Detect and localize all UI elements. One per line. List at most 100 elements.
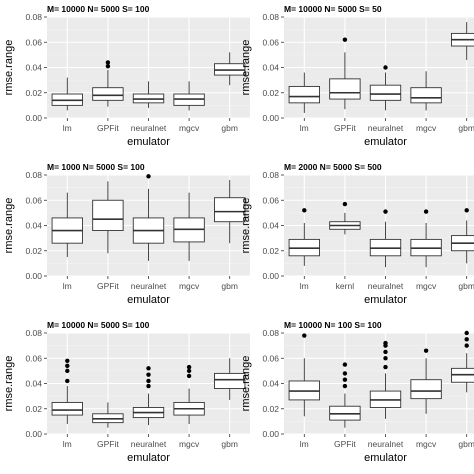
y-tick-label: 0.00 [262,271,279,281]
x-tick-label: gbm [221,281,238,291]
x-tick-label: lm [300,123,309,133]
box-kernl [329,201,361,235]
box-lm [51,77,83,111]
box-neuralnet [369,340,402,419]
box-iqr [369,84,402,101]
box-iqr [288,85,320,104]
box-gpfit [92,60,124,107]
y-axis-label: rmse.range [240,198,252,254]
x-tick-label: lm [300,281,309,291]
y-tick-label: 0.00 [25,429,42,439]
box-lm [288,72,320,113]
box-iqr [410,87,442,104]
x-tick-label: gbm [458,281,474,291]
y-tick-label: 0.00 [262,113,279,123]
x-tick-label: GPFit [97,281,119,291]
outlier-point [302,333,307,338]
y-tick-label: 0.08 [25,328,42,338]
box-neuralnet [132,366,165,426]
outlier-point [146,383,151,389]
y-tick-label: 0.00 [25,271,42,281]
box-neuralnet [369,209,402,268]
outlier-point [423,348,429,353]
box-mgcv [410,209,442,268]
y-tick-label: 0.06 [262,353,279,363]
x-tick-label: mgcv [179,123,200,133]
y-axis-label: rmse.range [240,356,252,412]
x-tick-label: lm [63,439,72,449]
chart-title: M= 1000 N= 5000 S= 100 [47,162,145,172]
x-axis-label: emulator [127,452,170,464]
x-tick-label: lm [63,123,72,133]
box-mgcv [173,364,205,424]
outlier-point [383,349,388,355]
outlier-point [383,356,388,361]
x-tick-label: kernl [336,281,355,291]
y-tick-label: 0.08 [262,328,279,338]
box-lm [288,208,320,266]
box-iqr [329,78,361,100]
outlier-point [105,60,111,65]
chart-panel-3: M= 1000 N= 5000 S= 100 0.00 0.02 0.04 0.06 0.… [3,162,250,306]
x-tick-label: lm [300,439,309,449]
x-tick-label: mgcv [179,439,200,449]
box-lm [51,358,83,424]
x-axis-label: emulator [364,136,407,148]
outlier-point [186,368,192,374]
x-tick-label: gbm [221,439,238,449]
box-neuralnet [369,65,402,111]
box-iqr [92,87,124,101]
y-axis-label: rmse.range [3,356,15,412]
y-tick-label: 0.06 [25,195,42,205]
outlier-point [342,201,348,207]
box-gpfit [92,402,124,428]
y-tick-label: 0.02 [25,88,42,98]
y-tick-label: 0.04 [25,63,42,73]
box-gpfit [329,362,361,428]
outlier-point [146,372,151,377]
x-tick-label: mgcv [416,439,437,449]
outlier-point [342,371,348,376]
outlier-point [464,343,469,348]
y-tick-label: 0.02 [262,246,279,256]
box-gpfit [92,181,124,254]
chart-title: M= 2000 N= 5000 S= 500 [284,162,382,172]
box-mgcv [410,348,442,414]
chart-panel-4: M= 2000 N= 5000 S= 500 0.00 0.02 0.04 0.06 0.… [240,162,474,306]
y-tick-label: 0.04 [262,63,279,73]
chart-title: M= 10000 N= 5000 S= 100 [47,4,150,14]
chart-title: M= 10000 N= 100 S= 100 [284,320,382,330]
box-iqr [92,199,124,231]
y-tick-label: 0.02 [262,404,279,414]
x-tick-label: neuralnet [131,123,167,133]
x-tick-label: neuralnet [368,281,404,291]
box-gpfit [329,37,361,110]
outlier-point [65,368,70,374]
outlier-point [342,383,348,389]
x-axis-label: emulator [364,452,407,464]
chart-panel-6: M= 10000 N= 100 S= 100 0.00 0.02 0.04 0.06 0.… [240,320,474,464]
x-tick-label: neuralnet [131,439,167,449]
y-tick-label: 0.06 [262,195,279,205]
outlier-point [464,330,469,336]
outlier-point [186,373,192,379]
box-mgcv [173,81,205,111]
y-axis-label: rmse.range [3,198,15,254]
box-lm [288,333,320,417]
box-iqr [214,372,246,389]
box-iqr [51,401,83,416]
y-tick-label: 0.06 [25,37,42,47]
x-tick-label: gbm [221,123,238,133]
chart-panel-1: M= 10000 N= 5000 S= 100 0.00 0.02 0.04 0.06 0… [3,4,250,148]
x-tick-label: neuralnet [368,439,404,449]
x-axis-label: emulator [127,136,170,148]
x-tick-label: neuralnet [131,281,167,291]
outlier-point [423,209,429,214]
y-tick-label: 0.04 [25,379,42,389]
x-tick-label: mgcv [416,123,437,133]
y-tick-label: 0.00 [262,429,279,439]
outlier-point [383,65,388,70]
outlier-point [342,37,348,42]
y-tick-label: 0.08 [25,12,42,22]
